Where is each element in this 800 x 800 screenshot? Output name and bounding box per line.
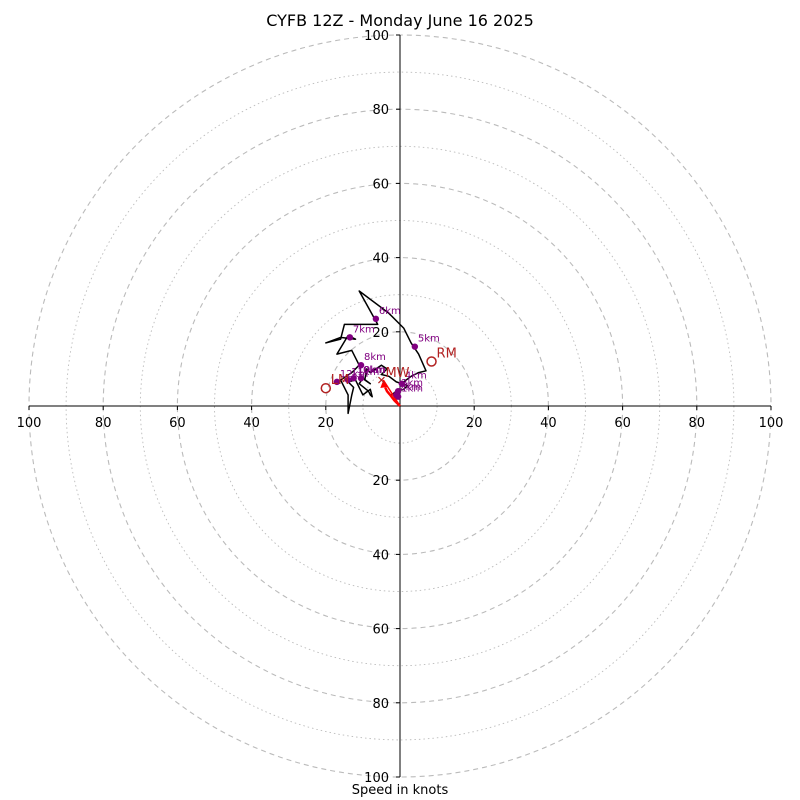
height-point-marker (357, 374, 365, 382)
height-point-marker (411, 343, 419, 350)
height-point-marker (346, 334, 354, 341)
storm-motion-markers: RM LM MW (320, 346, 457, 394)
hodograph-trace (325, 290, 427, 415)
height-point-label: 11km (351, 367, 379, 378)
x-tick-label-left: 100 (17, 416, 42, 431)
storm-motion-marker (378, 376, 385, 384)
x-tick-label-right: 100 (759, 416, 784, 431)
height-point-marker (350, 374, 357, 382)
height-point-marker (372, 315, 380, 323)
y-tick-label-bottom: 40 (372, 548, 389, 563)
x-tick-label-right: 20 (466, 416, 483, 431)
y-tick-label-top: 100 (364, 29, 389, 44)
y-tick-label-bottom: 20 (372, 474, 389, 489)
x-tick-label-left: 80 (95, 416, 112, 431)
storm-motion-marker (426, 356, 437, 367)
height-point-label: 6km (379, 306, 401, 317)
y-tick-label-bottom: 80 (372, 697, 389, 712)
hodograph-line (325, 290, 427, 415)
height-point-marker (357, 361, 365, 369)
storm-motion-label: MW (385, 366, 409, 381)
height-point-label: 4km (405, 371, 427, 382)
height-point-label: 8km (364, 352, 386, 363)
low-level-line (384, 386, 401, 407)
height-point-label: 9km (364, 365, 386, 376)
height-point-label: 10km (357, 365, 385, 376)
x-tick-label-left: 20 (318, 416, 335, 431)
height-point-label: 3km (401, 378, 423, 389)
y-tick-label-top: 20 (372, 326, 389, 341)
motion-vector (382, 379, 401, 407)
tick-labels: 100 100 100 100 80 80 80 80 60 60 60 60 40 40 40 40 20 20… (17, 29, 784, 786)
height-point-marker (398, 380, 406, 387)
storm-motion-label: RM (437, 346, 457, 361)
y-tick-label-top: 60 (372, 177, 389, 192)
height-point-marker (344, 376, 352, 384)
x-tick-label-right: 80 (689, 416, 706, 431)
y-tick-label-top: 80 (372, 103, 389, 118)
motion-vector-head (380, 380, 388, 389)
height-point-marker (394, 387, 402, 395)
x-axis-label: Speed in knots (351, 783, 449, 798)
height-point-label: 12km (340, 369, 368, 380)
x-tick-label-right: 40 (540, 416, 557, 431)
height-point-label: 7km (353, 324, 375, 335)
x-tick-label-left: 60 (169, 416, 186, 431)
height-point-label: 2km (399, 382, 421, 393)
storm-motion-marker (320, 382, 332, 394)
height-point-label: 5km (418, 334, 440, 345)
y-tick-label-top: 40 (372, 252, 389, 267)
y-tick-label-bottom: 60 (372, 623, 389, 638)
y-tick-label-bottom: 100 (364, 771, 389, 786)
x-tick-label-right: 60 (614, 416, 631, 431)
chart-title: CYFB 12Z - Monday June 16 2025 (266, 11, 534, 30)
x-tick-label-left: 40 (243, 416, 260, 431)
height-point-marker (333, 378, 341, 386)
storm-motion-label: LM (331, 373, 349, 388)
height-point-label: 1km (401, 384, 423, 395)
